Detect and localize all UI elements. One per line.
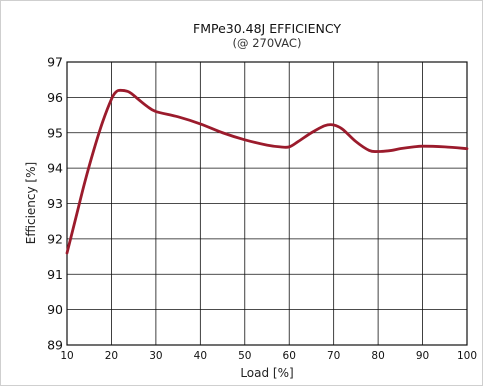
y-tick-label: 90 [47,302,63,317]
y-tick-label: 89 [47,338,63,353]
y-tick-label: 93 [47,196,63,211]
series-layer [65,88,469,255]
y-tick-label: 95 [47,125,63,140]
x-tick-label: 70 [327,350,340,362]
y-tick-label: 92 [47,231,63,246]
x-tick-label: 90 [416,350,429,362]
x-tick-labels: 10 20 30 40 50 60 70 80 90 100 [60,350,477,362]
x-tick-label: 10 [60,350,73,362]
x-tick-label: 80 [371,350,384,362]
y-tick-label: 94 [47,161,63,176]
x-tick-label: 60 [283,350,296,362]
y-tick-label: 96 [47,90,63,105]
x-tick-label: 100 [457,350,477,362]
plot-area-border [66,61,468,346]
y-axis-label: Efficiency [%] [24,162,38,244]
x-tick-label: 20 [105,350,118,362]
x-tick-label: 50 [238,350,251,362]
x-axis-label: Load [%] [240,366,293,380]
y-tick-label: 91 [47,267,63,282]
x-tick-label: 30 [149,350,162,362]
chart-subtitle: (@ 270VAC) [233,36,302,50]
y-tick-labels: 89 90 91 92 93 94 95 96 97 [47,55,63,353]
y-tick-label: 97 [47,55,63,70]
efficiency-series-line [65,88,469,255]
x-tick-label: 40 [194,350,207,362]
grid-lines [66,61,468,346]
chart-title: FMPe30.48J EFFICIENCY [193,21,341,36]
